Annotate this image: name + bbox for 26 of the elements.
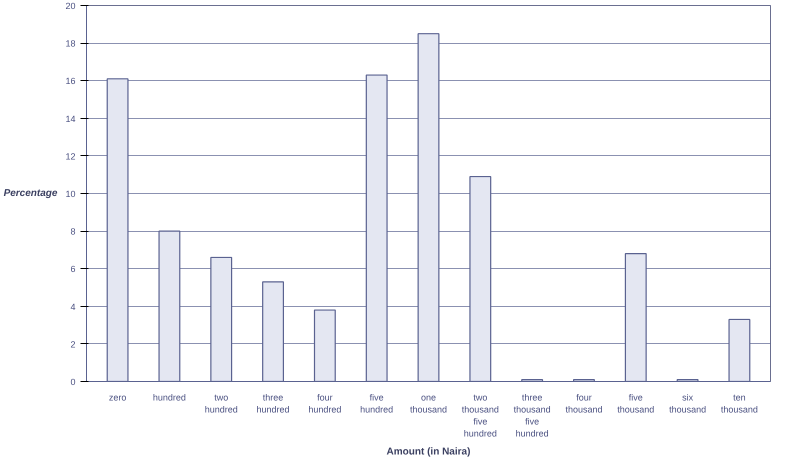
y-tick-label: 4 [70, 302, 76, 312]
x-tick-label: one thousand [410, 392, 448, 414]
x-tick-label: two hundred [204, 392, 238, 414]
y-tick-label: 0 [70, 377, 76, 387]
y-tick-label: 2 [70, 339, 76, 350]
y-tick-label: 14 [65, 114, 76, 124]
y-tick-label: 16 [65, 76, 76, 86]
y-axis-title: Percentage [4, 188, 58, 199]
y-tick-label: 20 [65, 1, 76, 11]
y-tick-label: 18 [65, 38, 76, 49]
x-tick-label: three hundred [256, 392, 290, 414]
x-tick-label: four hundred [308, 392, 342, 414]
x-tick-label: zero [108, 392, 126, 402]
x-tick-label: two thousand five hundred [462, 392, 499, 438]
x-tick-label: ten thousand [720, 392, 758, 414]
y-tick-label: 10 [65, 189, 76, 199]
x-tick-label: three thousand five hundred [514, 392, 551, 438]
x-axis-title: Amount (in Naira) [386, 446, 470, 458]
y-tick-label: 12 [65, 151, 76, 162]
y-tick-label: 8 [70, 226, 76, 237]
y-tick-label: 6 [70, 264, 76, 274]
x-tick-label: five thousand [617, 392, 654, 414]
x-tick-label: six thousand [669, 392, 706, 414]
x-tick-label: four thousand [565, 392, 602, 414]
x-tick-label: five hundred [360, 392, 394, 414]
x-tick-label: hundred [152, 392, 186, 402]
